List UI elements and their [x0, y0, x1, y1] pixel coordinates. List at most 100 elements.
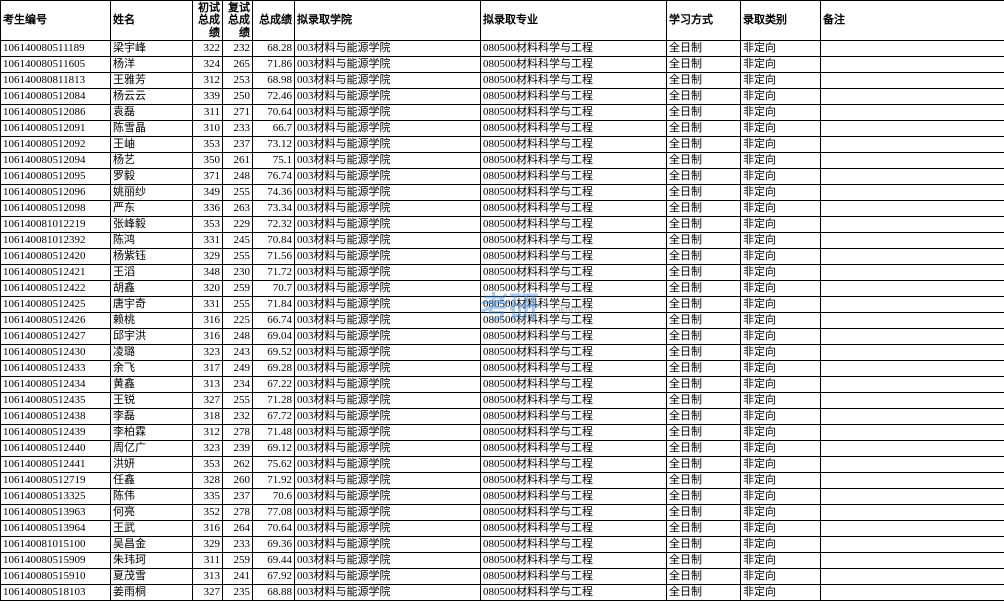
- cell: 非定向: [741, 489, 821, 505]
- table-row: 106140080512091陈雪晶31023366.7003材料与能源学院08…: [1, 121, 1004, 137]
- cell: 全日制: [667, 393, 741, 409]
- cell: [821, 89, 1004, 105]
- cell: 非定向: [741, 281, 821, 297]
- table-row: 106140080513325陈伟33523770.6003材料与能源学院080…: [1, 489, 1004, 505]
- cell: 非定向: [741, 377, 821, 393]
- cell: 非定向: [741, 169, 821, 185]
- cell: 080500材料科学与工程: [481, 153, 667, 169]
- cell: 非定向: [741, 329, 821, 345]
- cell: 全日制: [667, 121, 741, 137]
- cell: 106140080512094: [1, 153, 111, 169]
- cell: 003材料与能源学院: [295, 489, 481, 505]
- table-row: 106140080512092王岫35323773.12003材料与能源学院08…: [1, 137, 1004, 153]
- cell: 68.28: [253, 41, 295, 57]
- cell: 080500材料科学与工程: [481, 537, 667, 553]
- cell: [821, 105, 1004, 121]
- cell: 323: [193, 441, 223, 457]
- cell: 003材料与能源学院: [295, 41, 481, 57]
- cell: 003材料与能源学院: [295, 105, 481, 121]
- cell: [821, 313, 1004, 329]
- cell: 328: [193, 473, 223, 489]
- cell: 全日制: [667, 377, 741, 393]
- cell: 259: [223, 281, 253, 297]
- cell: 080500材料科学与工程: [481, 553, 667, 569]
- cell: 106140080512422: [1, 281, 111, 297]
- cell: 67.22: [253, 377, 295, 393]
- cell: 106140080512434: [1, 377, 111, 393]
- cell: 梁宇峰: [111, 41, 193, 57]
- cell: 263: [223, 201, 253, 217]
- cell: 230: [223, 265, 253, 281]
- cell: 003材料与能源学院: [295, 441, 481, 457]
- cell: [821, 441, 1004, 457]
- cell: [821, 473, 1004, 489]
- cell: 265: [223, 57, 253, 73]
- cell: 248: [223, 169, 253, 185]
- cell: 全日制: [667, 329, 741, 345]
- cell: 003材料与能源学院: [295, 313, 481, 329]
- cell: 吴昌金: [111, 537, 193, 553]
- cell: 朱玮珂: [111, 553, 193, 569]
- cell: 080500材料科学与工程: [481, 57, 667, 73]
- cell: 106140080511605: [1, 57, 111, 73]
- cell: 王滔: [111, 265, 193, 281]
- table-row: 106140080518103姜雨桐32723568.88003材料与能源学院0…: [1, 585, 1004, 601]
- cell: 106140080511189: [1, 41, 111, 57]
- cell: 003材料与能源学院: [295, 121, 481, 137]
- cell: 77.08: [253, 505, 295, 521]
- column-header: 姓名: [111, 1, 193, 41]
- cell: 王锐: [111, 393, 193, 409]
- cell: 262: [223, 457, 253, 473]
- cell: 278: [223, 505, 253, 521]
- cell: 106140080513964: [1, 521, 111, 537]
- cell: 杨洋: [111, 57, 193, 73]
- cell: 非定向: [741, 441, 821, 457]
- cell: 003材料与能源学院: [295, 329, 481, 345]
- cell: 非定向: [741, 313, 821, 329]
- cell: 080500材料科学与工程: [481, 473, 667, 489]
- cell: 233: [223, 537, 253, 553]
- cell: 350: [193, 153, 223, 169]
- table-row: 106140080512426赖桃31622566.74003材料与能源学院08…: [1, 313, 1004, 329]
- cell: 全日制: [667, 89, 741, 105]
- table-row: 106140080512441洪妍35326275.62003材料与能源学院08…: [1, 457, 1004, 473]
- cell: 赖桃: [111, 313, 193, 329]
- cell: 全日制: [667, 489, 741, 505]
- cell: 003材料与能源学院: [295, 73, 481, 89]
- cell: 241: [223, 569, 253, 585]
- table-row: 106140080512086袁磊31127170.64003材料与能源学院08…: [1, 105, 1004, 121]
- cell: 全日制: [667, 441, 741, 457]
- cell: 非定向: [741, 41, 821, 57]
- cell: 106140081012219: [1, 217, 111, 233]
- cell: 327: [193, 393, 223, 409]
- cell: 106140080512439: [1, 425, 111, 441]
- column-header: 录取类别: [741, 1, 821, 41]
- cell: [821, 249, 1004, 265]
- cell: 106140080512086: [1, 105, 111, 121]
- cell: 316: [193, 329, 223, 345]
- column-header: 拟录取专业: [481, 1, 667, 41]
- table-row: 106140080512425唐宇奇33125571.84003材料与能源学院0…: [1, 297, 1004, 313]
- cell: 全日制: [667, 153, 741, 169]
- cell: 71.84: [253, 297, 295, 313]
- cell: 080500材料科学与工程: [481, 329, 667, 345]
- cell: 313: [193, 569, 223, 585]
- cell: 237: [223, 489, 253, 505]
- cell: 68.88: [253, 585, 295, 601]
- cell: 陈雪晶: [111, 121, 193, 137]
- cell: 全日制: [667, 361, 741, 377]
- cell: 全日制: [667, 249, 741, 265]
- cell: 080500材料科学与工程: [481, 393, 667, 409]
- cell: 全日制: [667, 185, 741, 201]
- cell: 非定向: [741, 553, 821, 569]
- cell: 339: [193, 89, 223, 105]
- cell: 106140080512430: [1, 345, 111, 361]
- cell: 106140080512719: [1, 473, 111, 489]
- cell: 王雅芳: [111, 73, 193, 89]
- cell: 70.84: [253, 233, 295, 249]
- cell: 331: [193, 297, 223, 313]
- cell: 232: [223, 409, 253, 425]
- cell: 318: [193, 409, 223, 425]
- cell: 003材料与能源学院: [295, 425, 481, 441]
- cell: 003材料与能源学院: [295, 265, 481, 281]
